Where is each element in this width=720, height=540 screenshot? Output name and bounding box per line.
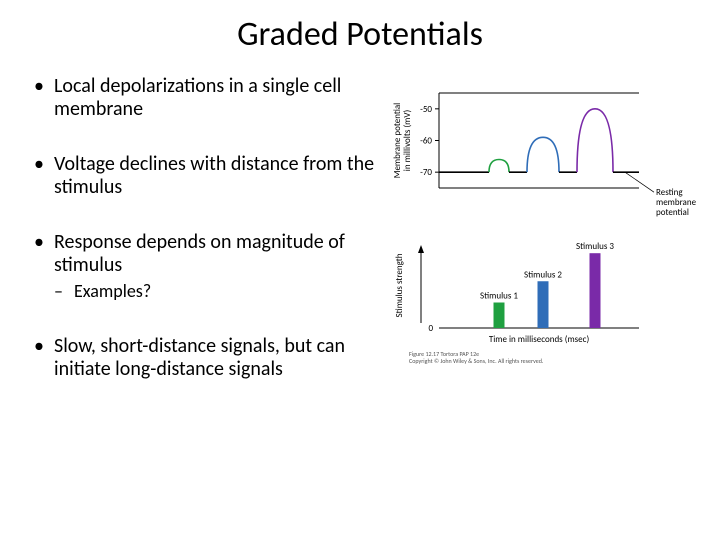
bullet-list: Local depolarizations in a single cell m… <box>34 75 384 381</box>
svg-text:0: 0 <box>428 323 433 334</box>
svg-text:-70: -70 <box>420 167 432 178</box>
svg-text:-60: -60 <box>420 136 432 147</box>
svg-text:Time in milliseconds (msec): Time in milliseconds (msec) <box>489 334 590 345</box>
figure: -50-60-70Membrane potentialin millivolts… <box>384 83 704 383</box>
svg-text:-50: -50 <box>420 104 432 115</box>
bullet-text: Voltage declines with distance from the … <box>54 152 374 199</box>
svg-text:Stimulus strength: Stimulus strength <box>394 253 405 317</box>
svg-text:Copyright © John Wiley & Sons,: Copyright © John Wiley & Sons, Inc. All … <box>409 357 544 365</box>
svg-text:potential: potential <box>656 207 689 218</box>
bullet-item: Voltage declines with distance from the … <box>34 153 384 199</box>
svg-text:Stimulus 3: Stimulus 3 <box>576 241 614 252</box>
chart-column: -50-60-70Membrane potentialin millivolts… <box>384 65 704 413</box>
sub-bullet-list: Examples? <box>54 281 384 303</box>
bullet-column: Local depolarizations in a single cell m… <box>34 65 384 413</box>
sub-bullet-item: Examples? <box>54 281 384 303</box>
svg-text:Stimulus 2: Stimulus 2 <box>524 269 562 280</box>
content-area: Local depolarizations in a single cell m… <box>0 65 720 413</box>
bullet-item: Response depends on magnitude of stimulu… <box>34 231 384 303</box>
svg-text:in millivolts (mV): in millivolts (mV) <box>402 110 413 172</box>
bullet-text: Local depolarizations in a single cell m… <box>54 74 341 121</box>
sub-bullet-text: Examples? <box>74 280 151 302</box>
page-title: Graded Potentials <box>0 0 720 65</box>
bullet-text: Slow, short-distance signals, but can in… <box>54 334 345 381</box>
bullet-item: Local depolarizations in a single cell m… <box>34 75 384 121</box>
bullet-text: Response depends on magnitude of stimulu… <box>54 230 345 277</box>
svg-text:Stimulus 1: Stimulus 1 <box>480 291 518 302</box>
bullet-item: Slow, short-distance signals, but can in… <box>34 335 384 381</box>
